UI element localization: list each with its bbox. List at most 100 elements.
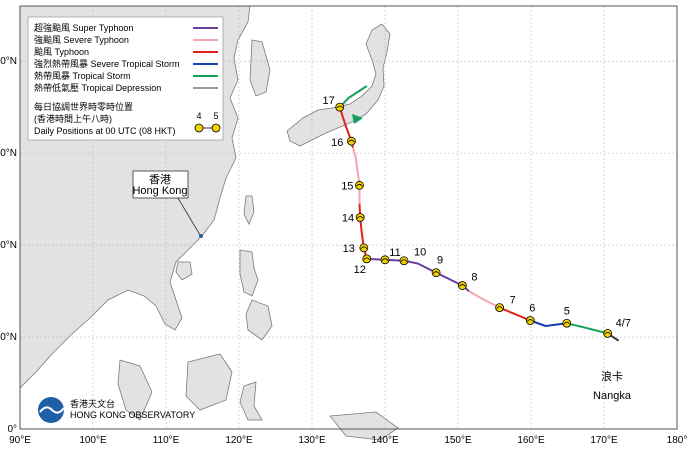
- typhoon-symbol: [356, 183, 363, 187]
- hong-kong-callout: 香港 Hong Kong: [132, 170, 203, 238]
- legend-box: [27, 16, 224, 141]
- lon-tick-label: 100°E: [79, 435, 107, 446]
- lon-tick-label: 110°E: [153, 435, 180, 446]
- typhoon-symbol: [400, 259, 408, 262]
- philippines-south: [245, 299, 273, 341]
- hong-kong-leader-line: [177, 197, 201, 236]
- daily-position-label: 12: [354, 264, 366, 276]
- daily-position-marker: [380, 255, 390, 265]
- daily-position-marker: [362, 254, 372, 264]
- japan: [286, 23, 391, 147]
- daily-position-marker: [355, 213, 365, 222]
- lon-tick-label: 180°: [667, 435, 688, 446]
- daily-position-label: 14: [342, 213, 354, 225]
- daily-position-marker: [355, 180, 364, 190]
- observatory-logo: 香港天文台 HONG KONG OBSERVATORY: [38, 397, 195, 423]
- daily-position-label: 8: [471, 272, 477, 284]
- track-segment-super-typhoon: [366, 257, 470, 292]
- storm-track: [338, 85, 620, 342]
- legend-daily-zh-2: (香港時間上午八時): [34, 113, 112, 124]
- daily-position-marker: [399, 256, 409, 266]
- daily-position-label: 9: [437, 255, 443, 267]
- daily-position-marker: [347, 136, 356, 146]
- legend-item-label: 颱風 Typhoon: [34, 47, 89, 57]
- typhoon-symbol: [604, 331, 611, 335]
- daily-position-label: 15: [341, 180, 353, 192]
- daily-position-label: 6: [529, 302, 535, 314]
- legend-sample-day-4: 4: [196, 111, 201, 121]
- map-frame: [19, 5, 678, 430]
- hong-kong-label-zh: 香港: [149, 173, 171, 186]
- typhoon-symbol: [360, 246, 368, 250]
- track-direction-arrow: [352, 114, 363, 124]
- track-segment-severe-typhoon: [351, 147, 361, 204]
- lon-tick-label: 150°E: [444, 435, 472, 446]
- typhoon-symbol: [496, 306, 503, 309]
- legend-sample-symbol: [194, 123, 221, 133]
- korea: [249, 39, 271, 97]
- lon-tick-label: 160°E: [517, 435, 545, 446]
- legend-item-label: 熱帶低氣壓 Tropical Depression: [34, 82, 161, 93]
- daily-position-label: 10: [414, 247, 426, 259]
- lon-tick-label: 90°E: [9, 435, 31, 446]
- latitude-ticks: 0° 10°N 20°N 30°N 40°N: [0, 56, 17, 435]
- daily-positions: 4/7 5 6 7 8 9 10 11 12 13 14 15 16 17: [322, 95, 631, 338]
- sulawesi: [239, 381, 263, 421]
- legend-item-label: 超強颱風 Super Typhoon: [34, 22, 133, 33]
- hainan: [175, 261, 193, 281]
- daily-position-label: 16: [331, 137, 343, 149]
- observatory-emblem-wave: [39, 406, 65, 414]
- daily-position-marker: [562, 318, 572, 328]
- typhoon-symbol: [363, 257, 371, 261]
- daily-position-marker: [457, 281, 467, 290]
- typhoon-symbol: [459, 284, 466, 287]
- legend-item-label: 熱帶風暴 Tropical Storm: [34, 70, 131, 81]
- hong-kong-marker: [199, 234, 203, 238]
- graticule: [20, 6, 677, 429]
- longitude-ticks: 90°E 100°E 110°E 120°E 130°E 140°E 150°E 160°E 1…: [9, 435, 687, 446]
- philippines-luzon: [239, 249, 259, 297]
- daily-position-marker: [359, 243, 369, 253]
- daily-position-marker: [603, 328, 613, 338]
- borneo: [185, 353, 233, 411]
- storm-name-zh: 浪卡: [601, 369, 623, 383]
- lat-tick-label: 30°N: [0, 148, 17, 159]
- typhoon-symbol: [432, 271, 440, 274]
- lon-tick-label: 120°E: [225, 435, 253, 446]
- typhoon-symbol: [563, 321, 571, 325]
- lon-tick-label: 130°E: [298, 435, 326, 446]
- daily-position-label: 4/7: [616, 317, 631, 329]
- taiwan: [243, 195, 255, 225]
- sumatra-malaya: [117, 359, 153, 421]
- legend-daily-zh-1: 每日協調世界時零時位置: [34, 101, 133, 112]
- storm-name-en: Nangka: [593, 390, 632, 402]
- hong-kong-label-en: Hong Kong: [132, 185, 187, 197]
- typhoon-symbol: [356, 216, 364, 219]
- daily-position-label: 17: [322, 95, 334, 107]
- hong-kong-label-box: [132, 170, 189, 199]
- observatory-name-en: HONG KONG OBSERVATORY: [70, 410, 195, 420]
- typhoon-symbol: [336, 105, 344, 109]
- lat-tick-label: 20°N: [0, 240, 17, 251]
- new-guinea: [329, 411, 399, 441]
- daily-position-marker: [525, 316, 535, 325]
- lat-tick-label: 40°N: [0, 56, 17, 67]
- observatory-name-zh: 香港天文台: [70, 398, 115, 409]
- track-segment-tropical-storm: [566, 322, 608, 335]
- legend-item-label: 強颱風 Severe Typhoon: [34, 34, 129, 45]
- legend-daily-en: Daily Positions at 00 UTC (08 HKT): [34, 126, 176, 136]
- daily-position-marker: [335, 102, 345, 112]
- track-segment-severe-typhoon: [468, 290, 501, 309]
- typhoon-symbol: [381, 258, 389, 262]
- lon-tick-label: 140°E: [371, 435, 399, 446]
- lat-tick-label: 10°N: [0, 332, 17, 343]
- legend-item-label: 強烈熱帶風暴 Severe Tropical Storm: [34, 58, 180, 69]
- daily-position-marker: [431, 268, 441, 278]
- lon-tick-label: 170°E: [590, 435, 618, 446]
- daily-position-label: 7: [510, 295, 516, 307]
- track-segment-typhoon: [499, 306, 531, 322]
- daily-position-marker: [495, 303, 505, 313]
